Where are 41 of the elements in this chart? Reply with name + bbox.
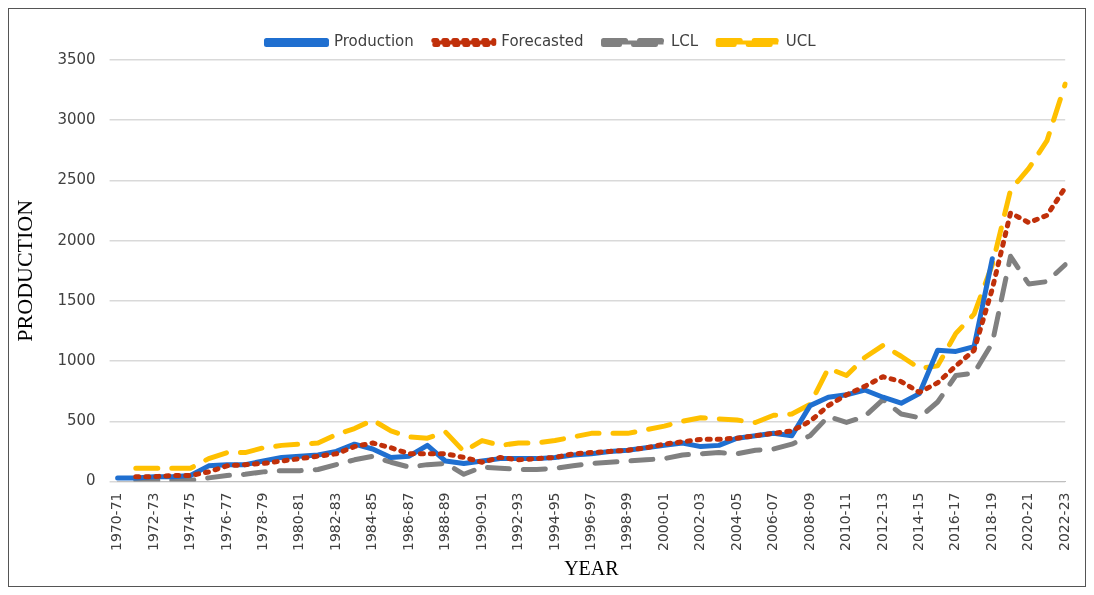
x-tick-label: 1984-85 xyxy=(363,492,380,551)
x-tick-label: 2008-09 xyxy=(800,492,817,551)
y-tick-label: 3500 xyxy=(57,49,96,68)
x-tick-label: 2014-15 xyxy=(910,492,927,551)
x-tick-label: 1976-77 xyxy=(217,492,234,551)
x-tick-label: 1972-73 xyxy=(144,492,161,551)
x-tick-label: 2022-23 xyxy=(1055,492,1072,551)
x-tick-label: 1974-75 xyxy=(181,492,198,551)
y-tick-label: 500 xyxy=(66,411,96,430)
x-tick-label: 2002-03 xyxy=(691,492,708,551)
x-tick-label: 1978-79 xyxy=(254,492,270,551)
legend-label: LCL xyxy=(671,32,699,51)
x-tick-label: 1986-87 xyxy=(399,492,416,551)
x-tick-label: 2000-01 xyxy=(654,492,671,551)
x-tick-label: 1982-83 xyxy=(326,492,343,551)
y-tick-label: 1000 xyxy=(57,350,96,369)
x-tick-label: 1980-81 xyxy=(290,492,307,551)
x-tick-label: 2006-07 xyxy=(764,492,781,551)
x-tick-label: 1998-99 xyxy=(618,492,635,551)
x-tick-label: 1994-95 xyxy=(545,492,562,551)
x-tick-label: 1992-93 xyxy=(509,492,526,551)
x-tick-label: 2012-13 xyxy=(873,492,890,551)
x-tick-label: 2010-11 xyxy=(837,492,854,551)
y-tick-label: 2000 xyxy=(57,230,96,249)
y-tick-label: 1500 xyxy=(57,290,96,309)
x-tick-label: 1996-97 xyxy=(582,492,599,551)
y-tick-label: 3000 xyxy=(57,110,96,129)
y-tick-label: 2500 xyxy=(57,170,96,189)
x-tick-label: 2018-19 xyxy=(982,492,999,551)
x-tick-label: 1988-89 xyxy=(436,492,453,551)
x-tick-label: 2004-05 xyxy=(727,492,744,551)
x-axis-title: YEAR xyxy=(564,557,620,580)
legend-label: Forecasted xyxy=(501,32,584,51)
y-tick-label: 0 xyxy=(86,471,96,490)
x-tick-label: 2016-17 xyxy=(946,492,963,551)
y-axis-title: PRODUCTION xyxy=(11,199,37,342)
legend-label: UCL xyxy=(785,32,817,51)
x-tick-label: 2020-21 xyxy=(1019,492,1036,551)
x-tick-label: 1990-91 xyxy=(472,492,489,551)
legend-label: Production xyxy=(333,32,414,51)
x-tick-label: 1970-71 xyxy=(108,492,125,551)
